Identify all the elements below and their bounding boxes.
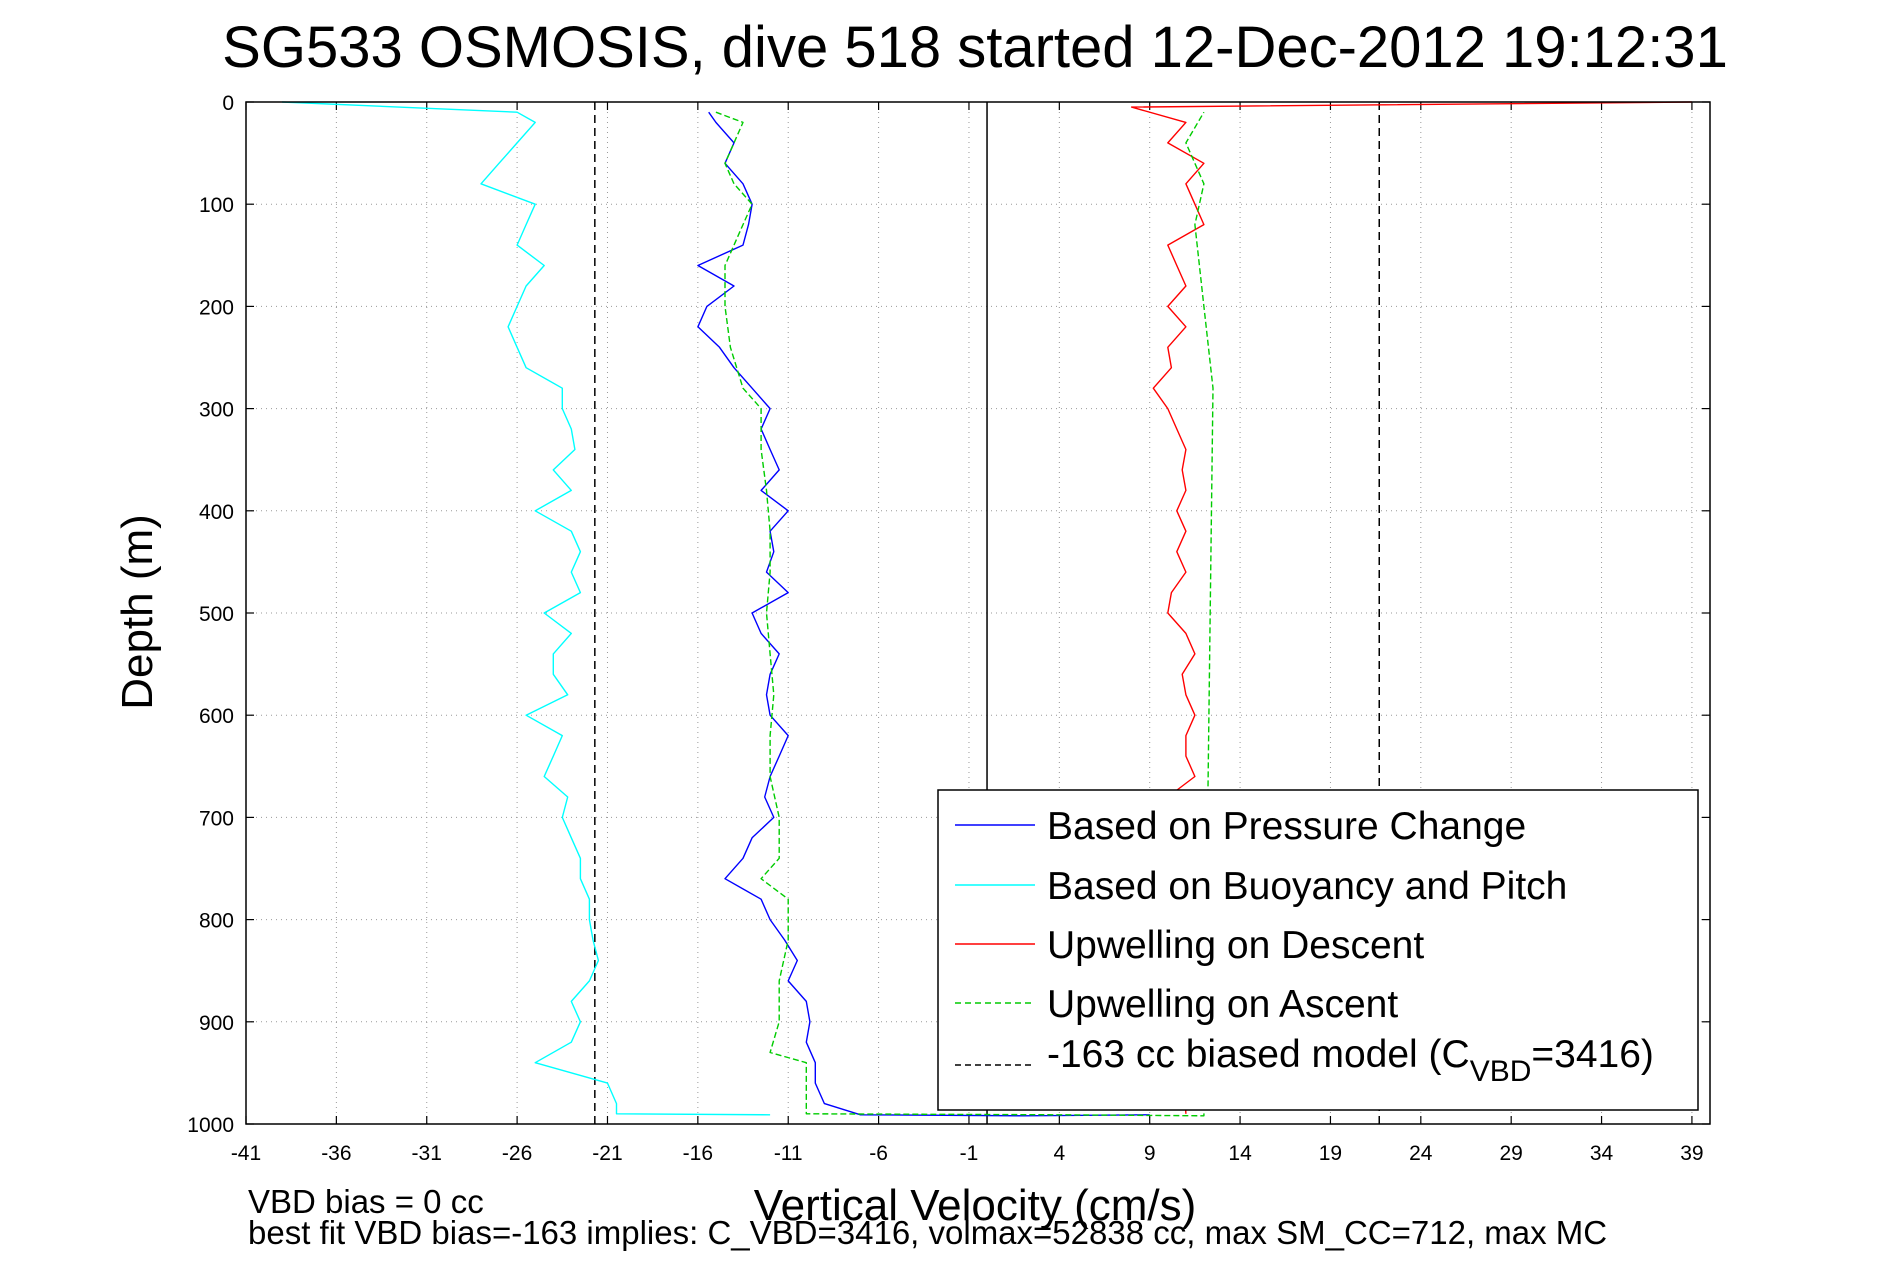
x-tick-label-16: 39: [1680, 1142, 1703, 1165]
series-line-upwelling-on-descent: [1130, 101, 1692, 1114]
y-tick-label-5: 500: [199, 603, 234, 626]
x-tick-label-9: 4: [1053, 1142, 1065, 1165]
series-line-based-on-pressure-change: [697, 111, 1150, 1117]
x-tick-label-8: -1: [960, 1142, 979, 1165]
y-tick-label-3: 300: [199, 399, 234, 422]
x-tick-label-1: -36: [321, 1142, 351, 1165]
x-tick-label-13: 24: [1409, 1142, 1433, 1165]
x-tick-label-14: 29: [1500, 1142, 1523, 1165]
x-tick-label-2: -31: [412, 1142, 442, 1165]
y-tick-label-2: 200: [199, 296, 234, 319]
legend-label-buoyancy: Based on Buoyancy and Pitch: [1047, 865, 1567, 908]
x-tick-label-5: -16: [683, 1142, 713, 1165]
x-tick-label-7: -6: [869, 1142, 888, 1165]
y-tick-label-0: 0: [222, 92, 234, 115]
x-tick-label-3: -26: [502, 1142, 532, 1165]
y-tick-label-4: 400: [199, 501, 234, 524]
plot-frame: [245, 101, 1711, 1125]
y-tick-labels: 0 100 200 300 400 500 600 700 800 900 1000: [187, 92, 234, 1137]
legend-label-ascent: Upwelling on Ascent: [1047, 983, 1398, 1026]
footer-best-fit: best fit VBD bias=-163 implies: C_VBD=34…: [248, 1214, 1607, 1251]
y-tick-label-1: 100: [199, 194, 234, 217]
footer-vbd-bias: VBD bias = 0 cc: [248, 1183, 484, 1220]
y-tick-label-7: 700: [199, 807, 234, 830]
x-axis-label: Vertical Velocity (cm/s): [754, 1181, 1197, 1230]
y-tick-label-6: 600: [199, 705, 234, 728]
y-axis-label: Depth (m): [113, 514, 162, 710]
x-tick-label-0: -41: [231, 1142, 261, 1165]
x-tick-label-10: 9: [1144, 1142, 1156, 1165]
series-group: [282, 101, 1692, 1117]
x-tick-label-11: 14: [1228, 1142, 1252, 1165]
chart-title: SG533 OSMOSIS, dive 518 started 12-Dec-2…: [222, 15, 1728, 80]
legend-label-pressure: Based on Pressure Change: [1047, 805, 1526, 848]
legend: Based on Pressure Change Based on Buoyan…: [937, 789, 1699, 1111]
y-tick-label-8: 800: [199, 910, 234, 933]
x-tick-label-12: 19: [1319, 1142, 1342, 1165]
x-tick-label-6: -11: [774, 1142, 803, 1165]
legend-label-descent: Upwelling on Descent: [1047, 924, 1424, 967]
legend-label-model: -163 cc biased model (CVBD=3416): [1047, 1033, 1654, 1088]
x-tick-label-4: -21: [592, 1142, 622, 1165]
series-line-upwelling-on-ascent: [715, 111, 1214, 1117]
x-tick-label-15: 34: [1590, 1142, 1614, 1165]
series-line-based-on-buoyancy-and-pitch: [282, 101, 771, 1116]
x-tick-labels: -41 -36 -31 -26 -21 -16 -11 -6 -1 4 9 14 19 24 29 34 39: [231, 1142, 1704, 1165]
legend-box: [937, 789, 1699, 1111]
y-tick-label-10: 1000: [187, 1114, 234, 1137]
y-tick-label-9: 900: [199, 1012, 234, 1035]
